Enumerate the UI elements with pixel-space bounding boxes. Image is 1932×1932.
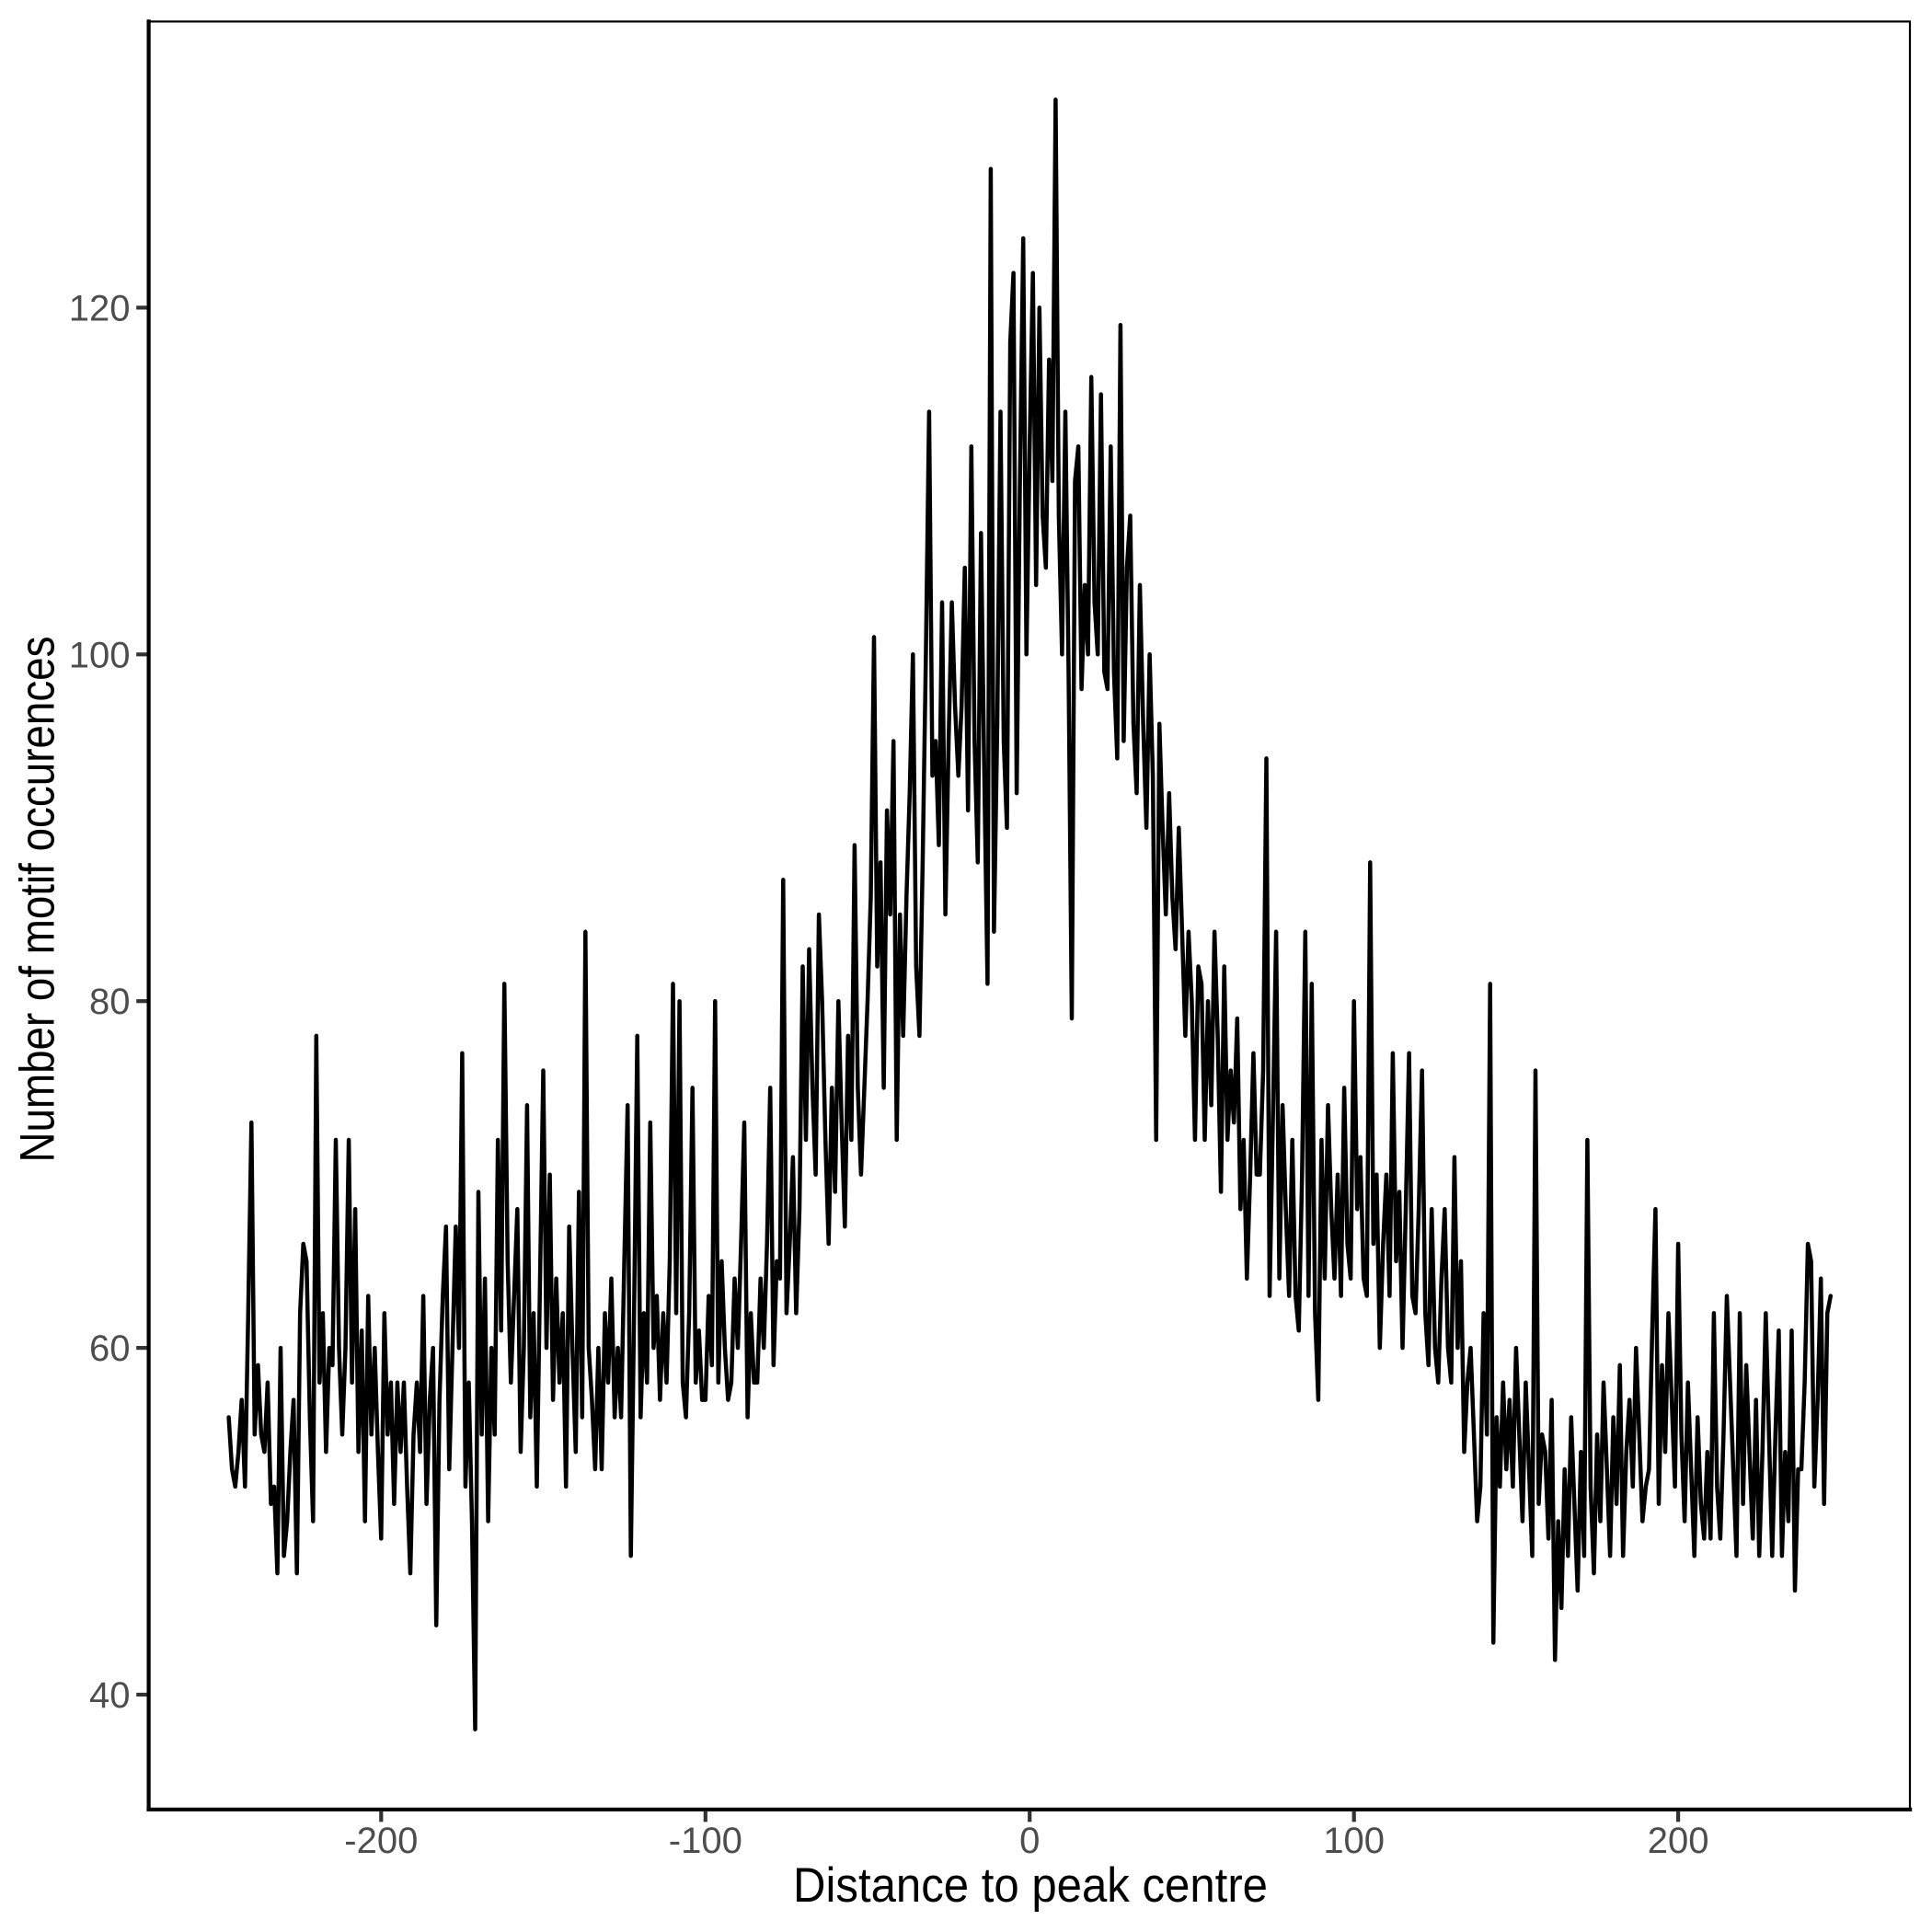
svg-text:80: 80 [89,982,131,1022]
svg-text:120: 120 [69,288,131,328]
svg-text:Number of motif occurences: Number of motif occurences [11,637,65,1163]
svg-text:60: 60 [89,1328,131,1369]
svg-text:200: 200 [1648,1821,1709,1861]
svg-text:100: 100 [1323,1821,1385,1861]
svg-text:0: 0 [1019,1821,1040,1861]
svg-text:40: 40 [89,1675,131,1716]
svg-text:-100: -100 [669,1821,742,1861]
svg-text:-200: -200 [344,1821,418,1861]
svg-text:100: 100 [69,635,131,675]
svg-text:Distance to peak centre: Distance to peak centre [793,1858,1268,1913]
